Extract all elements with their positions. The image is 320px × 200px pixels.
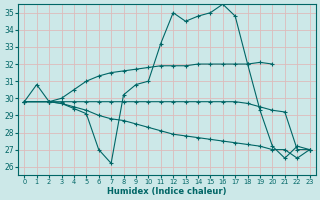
X-axis label: Humidex (Indice chaleur): Humidex (Indice chaleur) (107, 187, 227, 196)
